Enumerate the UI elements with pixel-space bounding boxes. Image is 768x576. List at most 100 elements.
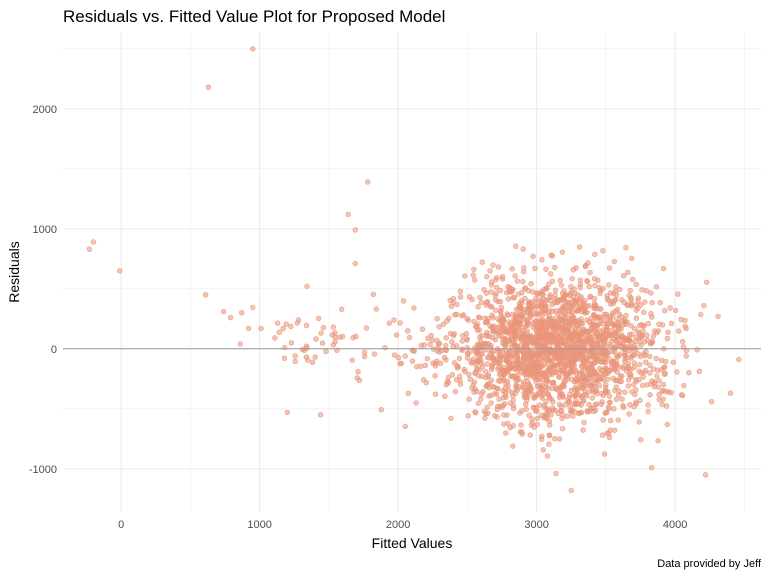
- scatter-point: [315, 315, 322, 322]
- scatter-point: [653, 355, 659, 362]
- scatter-point: [477, 337, 484, 344]
- scatter-point: [683, 353, 689, 359]
- scatter-point: [656, 378, 662, 384]
- scatter-point: [547, 346, 554, 353]
- scatter-point: [534, 291, 541, 297]
- scatter-point: [464, 316, 470, 322]
- scatter-point: [550, 399, 556, 405]
- scatter-point: [524, 394, 531, 401]
- scatter-point: [464, 355, 471, 361]
- scatter-point: [622, 389, 628, 395]
- scatter-point: [642, 367, 649, 374]
- scatter-point: [472, 409, 478, 415]
- scatter-point: [361, 353, 368, 360]
- scatter-point: [625, 269, 631, 276]
- scatter-point: [531, 348, 537, 354]
- scatter-point: [292, 358, 298, 365]
- scatter-point: [484, 361, 490, 367]
- scatter-point: [574, 386, 581, 392]
- scatter-point: [490, 262, 496, 268]
- scatter-point: [559, 356, 566, 363]
- scatter-point: [593, 391, 600, 397]
- scatter-point: [614, 316, 620, 322]
- scatter-point: [539, 342, 545, 348]
- scatter-point: [332, 339, 338, 345]
- scatter-point: [639, 382, 646, 389]
- scatter-point: [503, 430, 509, 436]
- scatter-point: [577, 381, 583, 387]
- scatter-point: [578, 316, 584, 322]
- scatter-point: [486, 355, 493, 361]
- scatter-point: [479, 259, 485, 265]
- scatter-point: [470, 272, 476, 278]
- scatter-point: [603, 409, 610, 416]
- scatter-point: [371, 351, 378, 357]
- scatter-point: [338, 306, 345, 312]
- scatter-point: [567, 323, 573, 329]
- scatter-point: [524, 340, 530, 346]
- scatter-point: [606, 356, 612, 362]
- scatter-point: [313, 336, 319, 342]
- scatter-point: [395, 354, 402, 361]
- scatter-point: [522, 361, 528, 368]
- scatter-points: [86, 46, 742, 494]
- scatter-point: [202, 292, 209, 298]
- scatter-point: [644, 337, 651, 343]
- scatter-point: [479, 363, 486, 370]
- scatter-point: [617, 373, 624, 379]
- scatter-point: [567, 367, 574, 374]
- scatter-point: [683, 325, 689, 332]
- scatter-point: [603, 382, 609, 388]
- scatter-point: [537, 389, 543, 395]
- scatter-point: [641, 309, 647, 316]
- scatter-point: [603, 333, 610, 339]
- scatter-point: [546, 441, 552, 448]
- scatter-point: [519, 429, 525, 435]
- scatter-point: [540, 319, 546, 325]
- scatter-point: [464, 336, 470, 342]
- scatter-point: [584, 303, 590, 309]
- scatter-point: [482, 319, 489, 326]
- scatter-point: [449, 371, 455, 378]
- scatter-point: [506, 365, 512, 371]
- scatter-point: [630, 276, 636, 283]
- scatter-point: [484, 332, 490, 338]
- scatter-point: [649, 378, 655, 384]
- scatter-point: [587, 293, 594, 299]
- scatter-point: [611, 258, 617, 265]
- scatter-point: [572, 354, 578, 360]
- scatter-point: [603, 389, 610, 395]
- scatter-point: [496, 371, 503, 378]
- scatter-point: [493, 284, 500, 291]
- scatter-point: [672, 307, 679, 314]
- scatter-point: [615, 417, 621, 423]
- scatter-point: [626, 411, 632, 417]
- scatter-point: [592, 275, 598, 282]
- scatter-point: [568, 408, 574, 415]
- scatter-point: [504, 311, 510, 317]
- scatter-point: [606, 282, 612, 288]
- scatter-point: [534, 415, 541, 422]
- scatter-point: [510, 423, 516, 429]
- scatter-point: [502, 336, 508, 343]
- scatter-point: [600, 248, 606, 254]
- scatter-point: [546, 395, 553, 401]
- scatter-point: [633, 281, 639, 287]
- scatter-point: [558, 282, 565, 288]
- scatter-point: [520, 313, 526, 319]
- scatter-point: [664, 421, 671, 428]
- scatter-point: [667, 305, 673, 311]
- scatter-point: [529, 416, 535, 422]
- scatter-point: [332, 330, 338, 336]
- scatter-point: [448, 415, 454, 421]
- scatter-point: [475, 304, 481, 310]
- scatter-point: [645, 320, 651, 327]
- scatter-point: [245, 325, 252, 332]
- scatter-point: [538, 436, 545, 442]
- scatter-point: [538, 412, 545, 419]
- scatter-point: [601, 352, 607, 358]
- scatter-point: [612, 427, 618, 434]
- scatter-point: [614, 352, 620, 359]
- scatter-point: [258, 325, 264, 332]
- scatter-point: [628, 331, 635, 337]
